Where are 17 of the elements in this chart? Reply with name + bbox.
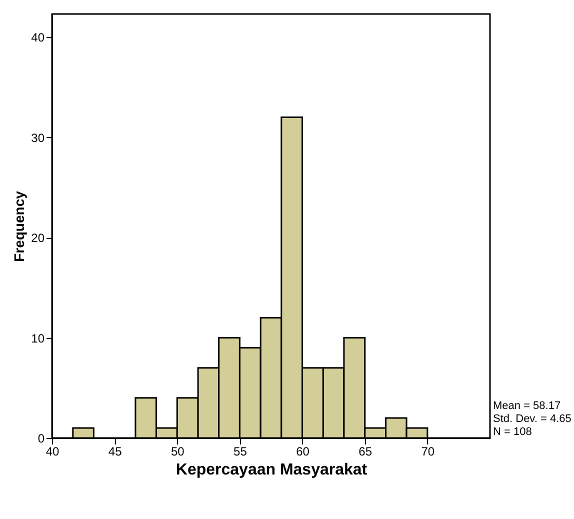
text: Mean = 58.17 — [493, 400, 561, 412]
x-tick-label: 60 — [296, 444, 310, 458]
x-tick-label: 50 — [170, 444, 185, 458]
y-tick-label: 20 — [31, 231, 45, 246]
y-tick-label: 0 — [38, 432, 45, 446]
x-tick-label: 70 — [421, 444, 435, 458]
text: N = 108 — [493, 426, 532, 438]
x-tick-label: 55 — [234, 444, 248, 458]
y-tick-label: 10 — [31, 331, 45, 346]
x-tick-label: 45 — [108, 444, 122, 458]
x-tick-label: 65 — [358, 444, 372, 458]
x-tick-label: 40 — [46, 444, 60, 458]
y-axis-title: Frequency — [11, 190, 28, 262]
y-tick-label: 40 — [31, 30, 45, 45]
x-axis-title: Kepercayaan Masyarakat — [176, 462, 368, 478]
y-tick-label: 30 — [31, 130, 45, 145]
text: Std. Dev. = 4.65 — [493, 413, 572, 425]
